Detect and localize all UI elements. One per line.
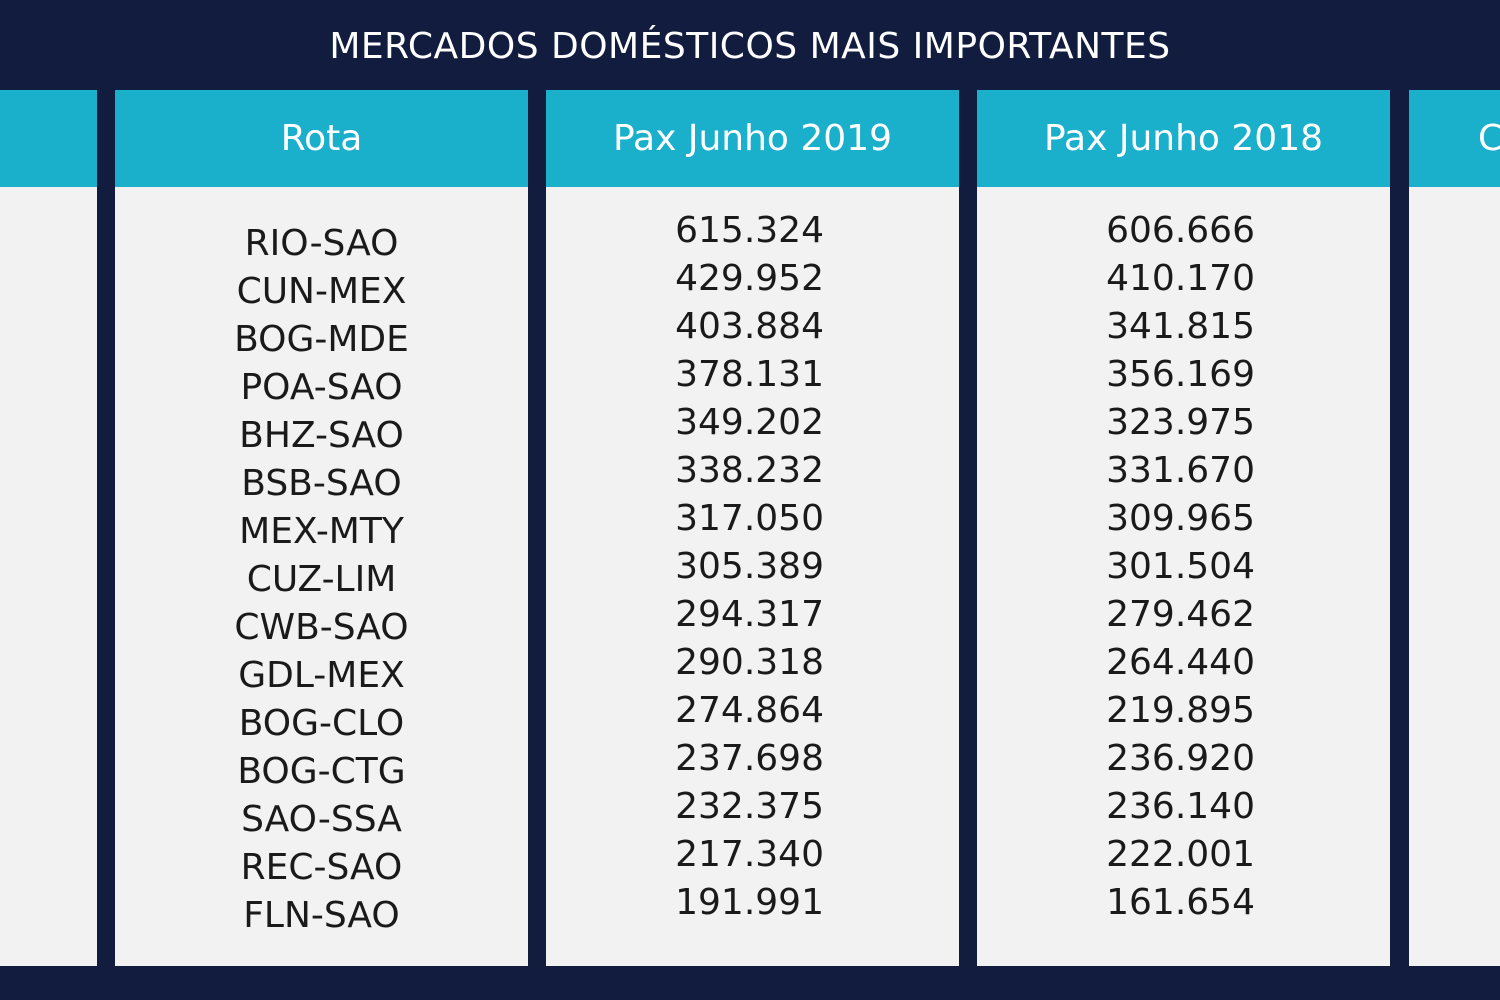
pax-cell: 410.170 (1106, 258, 1255, 299)
column-partial-left (0, 90, 97, 966)
pax-cell: 338.232 (675, 450, 824, 491)
route-cell: BSB-SAO (241, 463, 402, 504)
pax-cell: 274.864 (675, 690, 824, 731)
route-cell: SAO-SSA (241, 799, 402, 840)
pax-cell: 309.965 (1106, 498, 1255, 539)
column-header (0, 90, 97, 187)
column-header: Pax Junho 2019 (546, 90, 959, 187)
route-cell: CUZ-LIM (246, 559, 397, 600)
column-route: Rota RIO-SAO CUN-MEX BOG-MDE POA-SAO BHZ-SAO… (115, 90, 528, 966)
pax-cell: 264.440 (1106, 642, 1255, 683)
route-cell: POA-SAO (240, 367, 403, 408)
route-cell: BHZ-SAO (239, 415, 404, 456)
route-cell: FLN-SAO (243, 895, 400, 936)
column-pax-2018: Pax Junho 2018 606.666 410.170 341.815 356.… (977, 90, 1390, 966)
pax-cell: 331.670 (1106, 450, 1255, 491)
route-cell: REC-SAO (240, 847, 403, 888)
pax-cell: 279.462 (1106, 594, 1255, 635)
column-header: Rota (115, 90, 528, 187)
pax-cell: 191.991 (675, 882, 824, 923)
title: MERCADOS DOMÉSTICOS MAIS IMPORTANTES (329, 26, 1171, 67)
pax-cell: 222.001 (1106, 834, 1255, 875)
pax-cell: 403.884 (675, 306, 824, 347)
pax-cell: 323.975 (1106, 402, 1255, 443)
route-cell: MEX-MTY (239, 511, 404, 552)
route-cell: BOG-MDE (234, 319, 409, 360)
pax-cell: 294.317 (675, 594, 824, 635)
pax-cell: 378.131 (675, 354, 824, 395)
pax-cell: 606.666 (1106, 210, 1255, 251)
pax-cell: 236.920 (1106, 738, 1255, 779)
pax-cell: 429.952 (675, 258, 824, 299)
pax-cell: 349.202 (675, 402, 824, 443)
pax-cell: 356.169 (1106, 354, 1255, 395)
pax-cell: 219.895 (1106, 690, 1255, 731)
route-cell: BOG-CTG (237, 751, 406, 792)
pax-cell: 290.318 (675, 642, 824, 683)
route-cell: CWB-SAO (234, 607, 409, 648)
route-cell: CUN-MEX (236, 271, 407, 312)
pax-cell: 237.698 (675, 738, 824, 779)
route-cell: GDL-MEX (238, 655, 405, 696)
column-header: Pax Junho 2018 (977, 90, 1390, 187)
pax-cell: 232.375 (675, 786, 824, 827)
pax-cell: 301.504 (1106, 546, 1255, 587)
column-partial-right: C (1409, 90, 1500, 966)
pax-cell: 217.340 (675, 834, 824, 875)
column-header: C (1409, 90, 1500, 187)
pax-cell: 341.815 (1106, 306, 1255, 347)
route-cell: RIO-SAO (244, 223, 399, 264)
pax-cell: 305.389 (675, 546, 824, 587)
column-pax-2019: Pax Junho 2019 615.324 429.952 403.884 378.… (546, 90, 959, 966)
pax-cell: 317.050 (675, 498, 824, 539)
pax-cell: 236.140 (1106, 786, 1255, 827)
pax-cell: 161.654 (1106, 882, 1255, 923)
route-cell: BOG-CLO (238, 703, 405, 744)
pax-cell: 615.324 (675, 210, 824, 251)
